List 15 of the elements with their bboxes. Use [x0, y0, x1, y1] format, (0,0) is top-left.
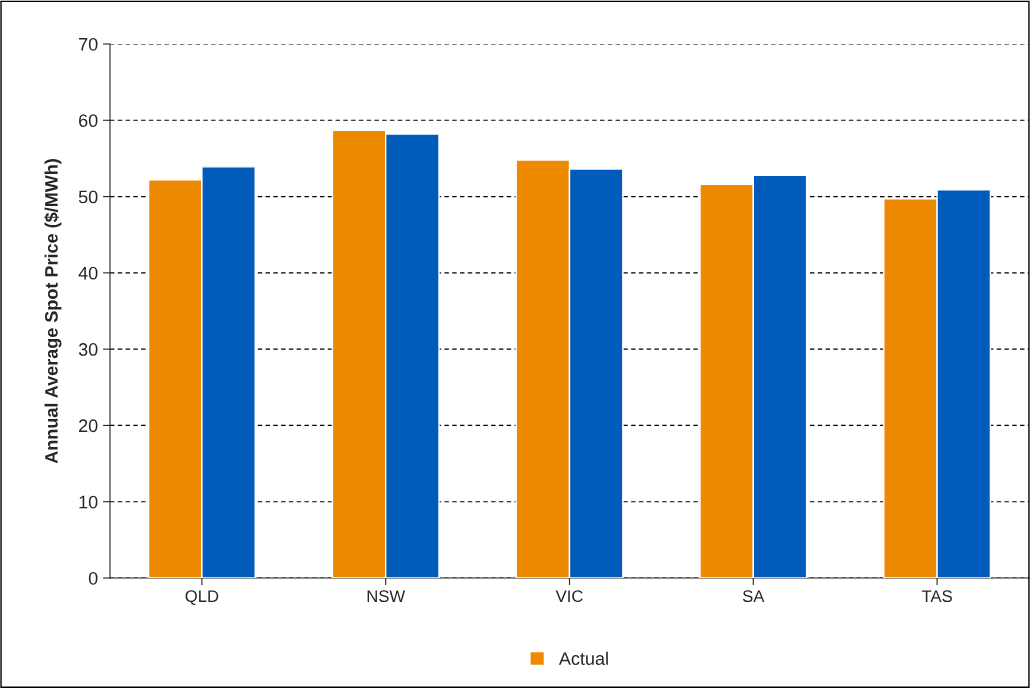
y-tick-label: 50: [78, 190, 98, 204]
y-tick-label: 0: [88, 571, 98, 585]
legend-label: Actual: [558, 651, 608, 665]
y-tick-label: 70: [79, 37, 98, 51]
y-tick-label: 20: [79, 419, 98, 433]
x-tick-label: TAS: [921, 590, 952, 603]
y-tick-label: 60: [79, 114, 98, 128]
x-tick-label: NSW: [367, 590, 406, 603]
x-tick-label: VIC: [555, 590, 583, 603]
y-tick-label: 40: [78, 266, 98, 280]
y-axis-title: Annual Average Spot Price ($/MWh): [44, 159, 62, 464]
y-tick-label: 10: [79, 495, 98, 509]
x-tick-label: QLD: [185, 590, 219, 606]
y-tick-label: 30: [78, 343, 98, 356]
x-tick-label: SA: [742, 590, 765, 603]
